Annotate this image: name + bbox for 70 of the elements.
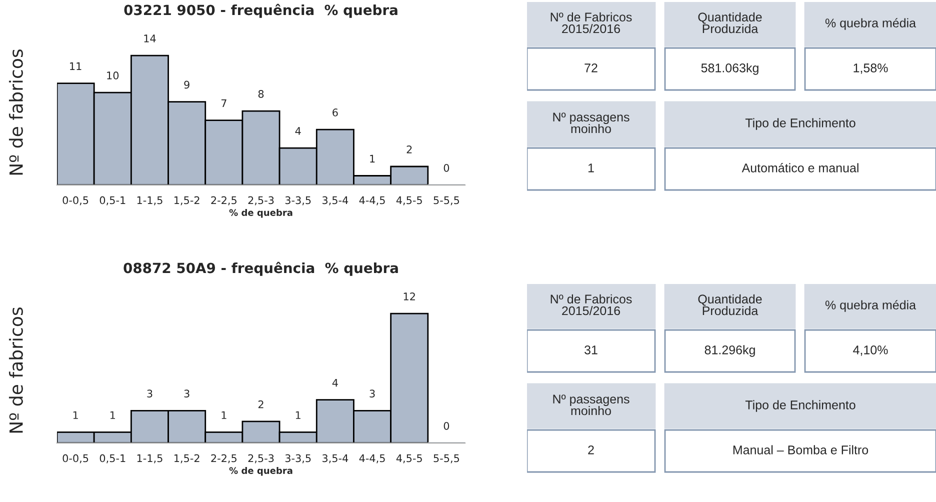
text: Nº de Fabricos 2015/2016 [550,12,632,34]
data-label: 4 [332,378,338,387]
text: 31 [584,346,598,354]
data-label: 1 [222,411,226,419]
x-tick-label: 2,5-3 [248,196,274,206]
text: Automático e manual [742,163,858,172]
data-label: 9 [184,80,190,89]
data-label: 3 [184,390,190,398]
y-axis-title: Nº de fabricos [8,308,23,433]
data-label: 10 [107,72,119,80]
text: % quebra média [825,18,916,30]
data-label: 4 [295,127,301,135]
x-tick-label: 3-3,5 [285,454,311,464]
data-label: 14 [144,34,156,42]
data-label: 11 [70,62,82,70]
data-label: 2 [258,400,264,408]
x-tick-label: 1-1,5 [137,454,162,464]
data-label: 7 [221,99,226,107]
x-tick-label: 1-1,5 [137,196,162,206]
x-tick-label: 3,5-4 [322,196,348,206]
text: Quantidade Produzida [698,12,762,34]
text: Manual – Bomba e Filtro [733,445,868,454]
text: Nº passagens moinho [553,112,630,134]
x-tick-label: 2,5-3 [248,454,274,464]
chart-title: 03221 9050 - frequência % quebra [124,4,398,18]
text: 1,58% [854,64,888,74]
x-tick-label: 4,5-5 [396,196,422,206]
y-axis-title: Nº de fabricos [8,50,23,175]
x-tick-label: 0-0,5 [62,196,88,206]
text: Nº passagens moinho [553,394,630,416]
text: 4,10% [853,346,888,356]
data-label: 0 [444,164,450,172]
data-label: 8 [258,90,264,98]
data-label: 1 [296,411,300,419]
x-tick-label: 4,5-5 [396,454,422,464]
data-label: 0 [444,422,450,430]
text: 81.296kg [704,345,755,357]
data-label: 1 [73,411,78,419]
x-tick-label: 4-4,5 [359,454,385,464]
text: 581.063kg [701,63,758,75]
text: Tipo de Enchimento [745,118,856,130]
x-tick-label: 0,5-1 [100,454,126,464]
text: Quantidade Produzida [698,294,762,316]
x-tick-label: 4-4,5 [359,196,385,206]
data-label: 3 [147,390,152,398]
text: Nº de Fabricos 2015/2016 [550,294,632,316]
x-tick-label: 1,5-2 [174,454,200,464]
data-label: 6 [332,108,338,116]
x-tick-label: 2-2,5 [211,196,236,206]
x-tick-label: 0,5-1 [100,196,126,206]
data-label: 1 [110,411,115,419]
x-axis-title: % de quebra [229,208,292,218]
x-tick-label: 3-3,5 [285,196,311,206]
x-tick-label: 1,5-2 [174,196,200,206]
x-tick-label: 3,5-4 [322,454,348,464]
text: 2 [588,446,594,454]
x-tick-label: 5-5,5 [434,454,460,464]
text: % quebra média [825,300,916,312]
text: 72 [584,64,598,72]
text: Tipo de Enchimento [745,400,856,412]
data-label: 1 [370,154,375,162]
x-axis-title: % de quebra [229,466,292,476]
data-label: 3 [370,390,375,398]
x-tick-label: 5-5,5 [434,196,460,206]
x-tick-label: 0-0,5 [62,454,88,464]
data-label: 12 [404,292,415,300]
data-label: 2 [406,145,412,154]
x-tick-label: 2-2,5 [211,454,236,464]
chart-title: 08872 50A9 - frequência % quebra [124,262,398,276]
text: 1 [588,164,594,172]
